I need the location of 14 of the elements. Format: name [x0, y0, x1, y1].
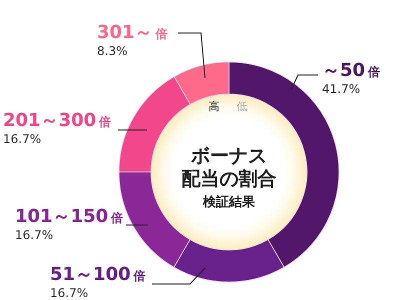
slice-label: 101～150倍: [15, 206, 124, 227]
data-label: 16.7%: [3, 132, 42, 146]
slice-label: 201～300倍: [3, 110, 112, 131]
text: 低: [236, 100, 248, 113]
text: 検証結果: [202, 194, 256, 210]
text: ボーナス配当の割合: [182, 145, 276, 190]
data-label: 8.3%: [97, 44, 128, 58]
slice-label: ～50倍: [322, 60, 380, 81]
data-label: 16.7%: [50, 286, 88, 300]
slice-label: 301～倍: [97, 22, 168, 43]
data-label: 41.7%: [322, 82, 360, 96]
data-label: 16.7%: [15, 228, 54, 242]
slice-label: 51～100倍: [50, 264, 146, 285]
text: 高: [208, 100, 220, 113]
